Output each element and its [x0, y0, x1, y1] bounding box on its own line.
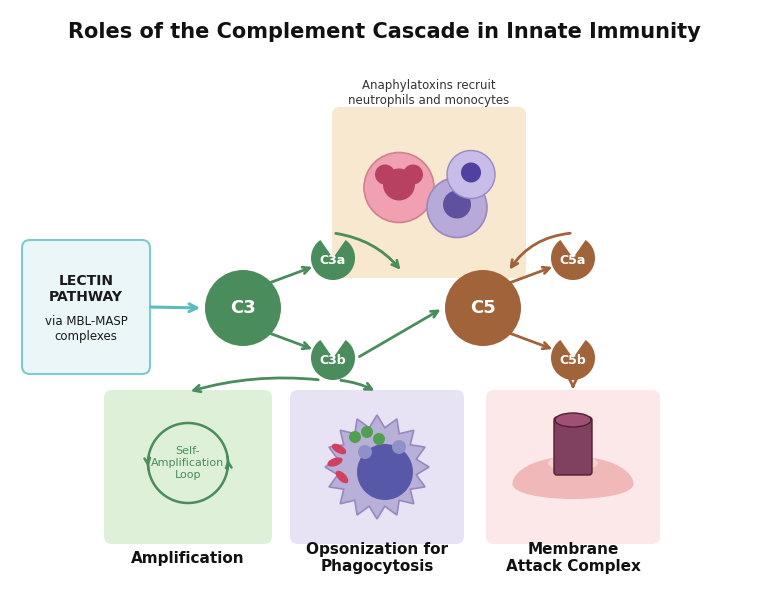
Text: C3a: C3a [320, 253, 346, 266]
Text: C5a: C5a [560, 253, 586, 266]
Circle shape [358, 445, 372, 459]
Ellipse shape [332, 443, 346, 454]
FancyBboxPatch shape [290, 390, 464, 544]
Circle shape [364, 152, 434, 223]
Circle shape [445, 270, 521, 346]
FancyBboxPatch shape [104, 390, 272, 544]
Ellipse shape [548, 455, 598, 471]
Polygon shape [311, 340, 355, 380]
Ellipse shape [555, 413, 591, 427]
Text: LECTIN
PATHWAY: LECTIN PATHWAY [49, 274, 123, 304]
Circle shape [392, 440, 406, 454]
Circle shape [361, 426, 373, 438]
Text: Roles of the Complement Cascade in Innate Immunity: Roles of the Complement Cascade in Innat… [68, 22, 700, 42]
FancyBboxPatch shape [486, 390, 660, 544]
Text: C3b: C3b [319, 353, 346, 367]
Circle shape [205, 270, 281, 346]
Ellipse shape [336, 471, 349, 483]
Circle shape [443, 191, 471, 218]
Polygon shape [551, 240, 595, 280]
Circle shape [383, 169, 415, 200]
Text: C3: C3 [230, 299, 256, 317]
Circle shape [427, 177, 487, 238]
Polygon shape [311, 240, 355, 280]
Ellipse shape [513, 471, 633, 499]
FancyBboxPatch shape [332, 107, 526, 278]
Text: Membrane
Attack Complex: Membrane Attack Complex [505, 542, 641, 574]
FancyBboxPatch shape [22, 240, 150, 374]
FancyBboxPatch shape [554, 417, 592, 475]
Ellipse shape [327, 457, 343, 466]
Polygon shape [513, 457, 633, 485]
Circle shape [349, 431, 361, 443]
Text: C5b: C5b [560, 353, 587, 367]
Circle shape [461, 163, 481, 183]
Polygon shape [551, 340, 595, 380]
Circle shape [357, 444, 413, 500]
Text: Opsonization for
Phagocytosis: Opsonization for Phagocytosis [306, 542, 448, 574]
Circle shape [447, 151, 495, 198]
Circle shape [373, 433, 385, 445]
Circle shape [375, 165, 395, 185]
Circle shape [403, 165, 423, 185]
Text: Amplification: Amplification [131, 551, 245, 566]
Text: Anaphylatoxins recruit
neutrophils and monocytes: Anaphylatoxins recruit neutrophils and m… [349, 79, 510, 107]
Polygon shape [325, 415, 429, 519]
Text: Self-
Amplification
Loop: Self- Amplification Loop [151, 446, 224, 480]
Text: via MBL-MASP
complexes: via MBL-MASP complexes [45, 315, 127, 343]
Text: C5: C5 [470, 299, 496, 317]
